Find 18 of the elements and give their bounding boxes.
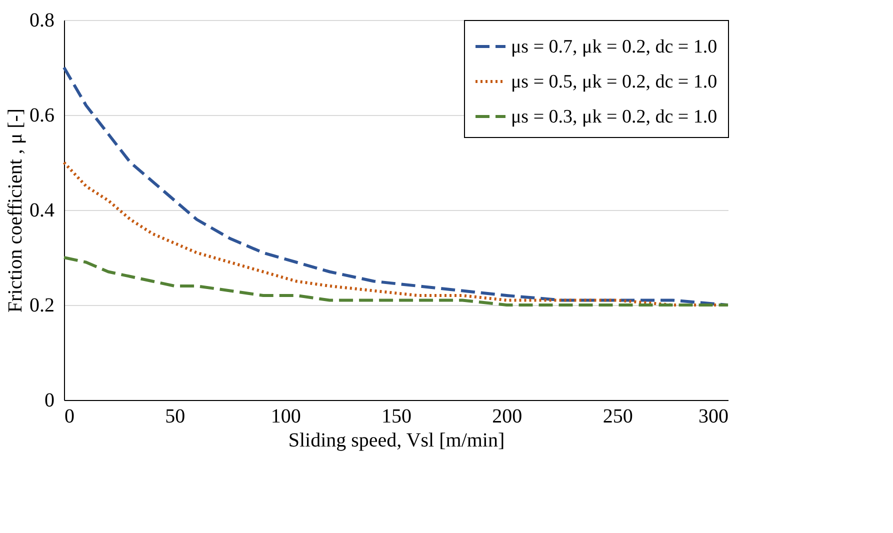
y-tick-label: 0.6 — [30, 104, 54, 126]
y-axis-title: Friction coefficient , μ [-] — [4, 108, 26, 313]
legend-label: μs = 0.5, μk = 0.2, dc = 1.0 — [511, 72, 718, 92]
x-tick-label: 200 — [492, 406, 522, 428]
y-tick-label: 0.2 — [30, 294, 54, 316]
line-series — [62, 256, 730, 306]
y-tick-label: 0.8 — [30, 10, 54, 32]
legend-label: μs = 0.7, μk = 0.2, dc = 1.0 — [511, 36, 718, 58]
y-tick-label: 0.4 — [30, 200, 54, 222]
legend-label: μs = 0.3, μk = 0.2, dc = 1.0 — [511, 106, 718, 128]
x-tick-label: 300 — [698, 406, 728, 428]
x-tick-label: 100 — [270, 406, 301, 428]
x-tick-label: 250 — [602, 406, 633, 428]
x-tick-label: 50 — [165, 406, 186, 428]
x-axis-title: Sliding speed, Vsl [m/min] — [288, 430, 505, 452]
x-tick-label: 0 — [64, 406, 74, 428]
x-tick-label: 150 — [382, 406, 412, 428]
y-tick-label: 0 — [44, 390, 54, 412]
